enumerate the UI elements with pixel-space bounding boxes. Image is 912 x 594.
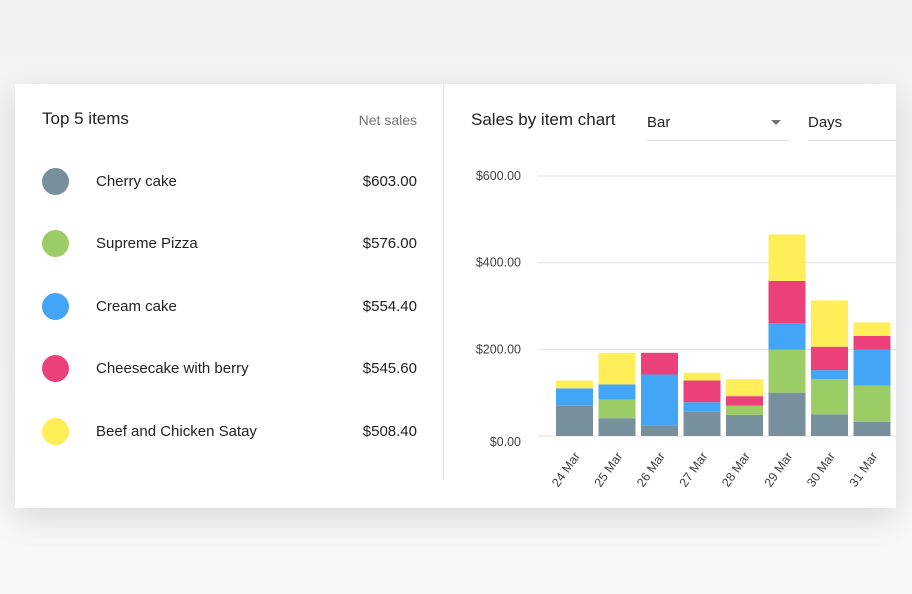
bar-segment [726, 379, 763, 397]
bar-segment [811, 379, 848, 415]
bar-segment [853, 349, 891, 386]
bar-segment [598, 399, 636, 419]
bar-segment [726, 414, 763, 436]
bar-segment [768, 234, 806, 281]
color-dot-icon [42, 230, 69, 257]
item-net-sales: $576.00 [362, 235, 417, 252]
bar-segment [811, 300, 848, 347]
bar-segment [853, 421, 891, 436]
bar-segment [598, 352, 636, 385]
bar-segment [641, 352, 678, 375]
period-select[interactable]: Days [808, 106, 896, 141]
bar-segment [768, 349, 806, 393]
y-tick-label: $200.00 [476, 342, 521, 356]
item-name: Cherry cake [96, 172, 177, 190]
y-tick-label: $400.00 [476, 256, 521, 270]
bar-segment [683, 411, 721, 436]
item-net-sales: $545.60 [362, 360, 417, 377]
top-item-row: Beef and Chicken Satay $508.40 [42, 417, 417, 445]
bar-segment [768, 280, 806, 324]
chart-type-value: Bar [647, 114, 671, 131]
bar-segment [556, 380, 593, 389]
x-tick-label: 27 Mar [677, 450, 711, 490]
bar-segment [556, 405, 593, 436]
top-item-row: Supreme Pizza $576.00 [42, 230, 417, 258]
bar-segment [726, 396, 763, 406]
bar-segment [853, 385, 891, 422]
top-item-row: Cream cake $554.40 [42, 292, 417, 320]
x-tick-label: 26 Mar [634, 450, 668, 490]
item-name: Cheesecake with berry [96, 360, 249, 377]
top-items-panel: Top 5 items Net sales Cherry cake $603.0… [15, 84, 444, 480]
sales-card: Top 5 items Net sales Cherry cake $603.0… [15, 84, 896, 508]
color-dot-icon [42, 292, 69, 320]
chart-title: Sales by item chart [471, 110, 616, 129]
item-name: Cream cake [96, 297, 177, 315]
y-tick-label: $0.00 [490, 435, 521, 449]
color-dot-icon [42, 355, 69, 382]
x-tick-label: 25 Mar [592, 450, 626, 490]
item-net-sales: $603.00 [362, 172, 417, 190]
bar-segment [853, 335, 891, 350]
item-name: Beef and Chicken Satay [96, 422, 257, 440]
color-dot-icon [42, 167, 69, 195]
x-tick-label: 24 Mar [549, 450, 583, 490]
bar-segment [683, 372, 721, 381]
chart-type-select[interactable]: Bar [647, 106, 789, 141]
bar-segment [641, 374, 678, 426]
item-net-sales: $508.40 [362, 422, 417, 440]
item-name: Supreme Pizza [96, 235, 198, 252]
item-net-sales: $554.40 [362, 297, 417, 315]
bar-segment [598, 384, 636, 400]
dropdown-arrow-icon [771, 120, 781, 125]
color-dot-icon [42, 417, 69, 445]
x-tick-label: 31 Mar [847, 450, 881, 490]
net-sales-header: Net sales [358, 112, 417, 128]
bar-segment [853, 322, 891, 336]
period-value: Days [808, 114, 843, 131]
x-tick-label: 28 Mar [719, 450, 753, 490]
bar-segment [683, 380, 721, 403]
x-tick-label: 29 Mar [762, 450, 796, 490]
top-item-row: Cheesecake with berry $545.60 [42, 355, 417, 383]
bar-segment [726, 405, 763, 415]
top-items-title: Top 5 items [42, 109, 129, 128]
bar-segment [811, 346, 848, 371]
bar-segment [811, 370, 848, 380]
top-item-row: Cherry cake $603.00 [42, 167, 417, 195]
y-tick-label: $600.00 [476, 169, 521, 183]
stacked-bar-chart: $0.00 $200.00 $400.00 $600.00 24 Mar 25 Mar 26… [476, 169, 896, 490]
bar-segment [683, 402, 721, 412]
bar-segment [768, 392, 806, 436]
bar-segment [768, 323, 806, 350]
bar-segment [598, 418, 636, 436]
bar-segment [641, 425, 678, 436]
x-tick-label: 30 Mar [804, 450, 838, 490]
bar-segment [811, 414, 848, 436]
bar-segment [556, 388, 593, 406]
